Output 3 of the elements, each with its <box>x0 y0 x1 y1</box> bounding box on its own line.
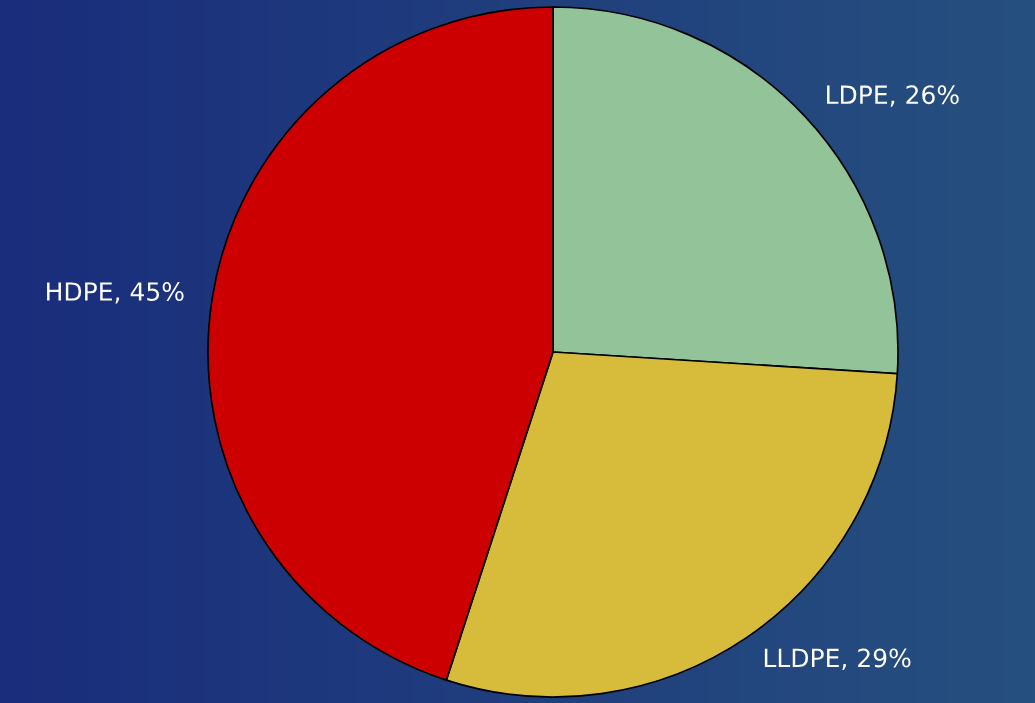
slice-label: HDPE, 45% <box>47 282 184 304</box>
slice-label: LLDPE, 29% <box>764 648 911 670</box>
slice-label: LDPE, 26% <box>827 85 959 107</box>
